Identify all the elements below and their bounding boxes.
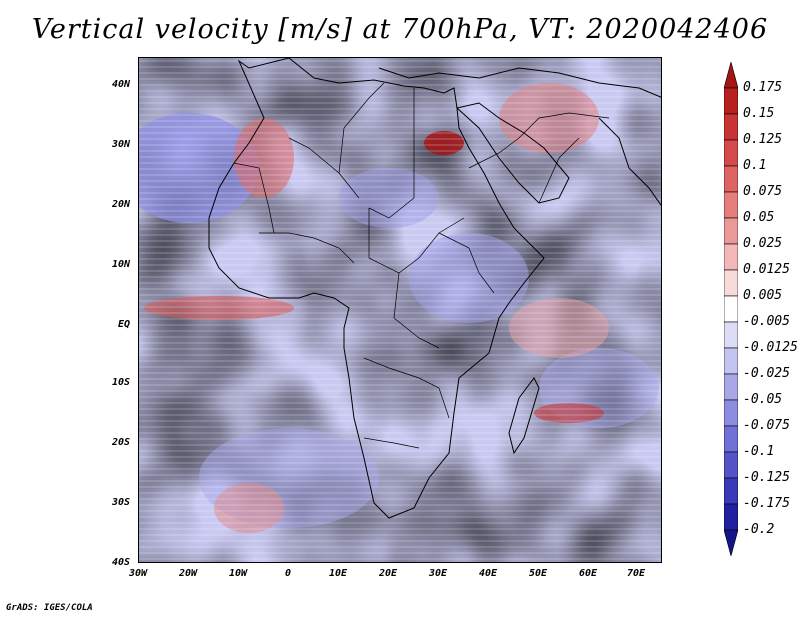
- colorbar-segment: [724, 373, 738, 401]
- colorbar-label: 0.025: [743, 236, 783, 251]
- lat-label-40n: 40N: [111, 79, 130, 90]
- lat-label-10s: 10S: [111, 377, 130, 388]
- map-plot-area: [138, 57, 662, 563]
- lon-label-40e: 40E: [478, 568, 498, 579]
- colorbar-segment: [724, 62, 738, 89]
- colorbar-segment: [724, 529, 738, 556]
- colorbar-segment: [724, 139, 738, 167]
- colorbar-label: -0.175: [743, 496, 790, 511]
- lat-label-20n: 20N: [111, 199, 130, 210]
- colorbar-segment: [724, 399, 738, 427]
- colorbar-segment: [724, 217, 738, 245]
- madagascar-coastline: [508, 377, 540, 455]
- colorbar-label: 0.075: [743, 184, 783, 199]
- colorbar-label: -0.2: [743, 522, 775, 537]
- lon-label-10e: 10E: [328, 568, 348, 579]
- colorbar-label: 0.125: [743, 132, 783, 147]
- colorbar-segment: [724, 321, 738, 349]
- lon-label-20e: 20E: [378, 568, 398, 579]
- credit-text: GrADS: IGES/COLA: [6, 603, 93, 613]
- colorbar-label: -0.075: [743, 418, 790, 433]
- mediterranean-north-coast: [378, 67, 661, 98]
- colorbar-label: -0.005: [743, 314, 790, 329]
- lon-label-60e: 60E: [578, 568, 598, 579]
- south-asia-coast: [598, 117, 661, 207]
- lon-label-30w: 30W: [128, 568, 148, 579]
- colorbar-label: -0.0125: [743, 340, 798, 355]
- colorbar-label: 0.005: [743, 288, 783, 303]
- lon-label-0: 0: [284, 568, 292, 579]
- chart-title: Vertical velocity [m/s] at 700hPa, VT: 2…: [31, 14, 769, 45]
- lat-label-eq: EQ: [117, 319, 130, 330]
- colorbar-segment: [724, 295, 738, 323]
- country-borders: [233, 82, 610, 449]
- colorbar-label: -0.1: [743, 444, 775, 459]
- colorbar-label: -0.025: [743, 366, 790, 381]
- colorbar-segment: [724, 425, 738, 453]
- colorbar-label: 0.175: [743, 80, 783, 95]
- colorbar-segment: [724, 269, 738, 297]
- colorbar-segment: [724, 87, 738, 115]
- africa-coastline: [208, 58, 545, 519]
- lat-label-20s: 20S: [111, 437, 130, 448]
- colorbar-segment: [724, 503, 738, 531]
- lon-label-50e: 50E: [528, 568, 548, 579]
- lon-label-30e: 30E: [428, 568, 448, 579]
- colorbar-label: 0.05: [743, 210, 775, 225]
- lat-label-30s: 30S: [111, 497, 130, 508]
- colorbar: [724, 62, 738, 556]
- lat-label-40s: 40S: [111, 557, 130, 568]
- colorbar-label: 0.0125: [743, 262, 790, 277]
- velocity-field: [139, 58, 661, 562]
- lon-label-10w: 10W: [228, 568, 248, 579]
- field-streaks: [139, 58, 661, 562]
- colorbar-segment: [724, 347, 738, 375]
- arabia-coastline: [455, 102, 570, 204]
- colorbar-label: -0.125: [743, 470, 790, 485]
- colorbar-segment: [724, 451, 738, 479]
- colorbar-segment: [724, 165, 738, 193]
- colorbar-label: 0.15: [743, 106, 775, 121]
- colorbar-segment: [724, 113, 738, 141]
- colorbar-segment: [724, 243, 738, 271]
- colorbar-label: -0.05: [743, 392, 783, 407]
- coastlines: [208, 58, 661, 519]
- lat-label-30n: 30N: [111, 139, 130, 150]
- lon-label-70e: 70E: [626, 568, 646, 579]
- colorbar-label: 0.1: [743, 158, 767, 173]
- lat-label-10n: 10N: [111, 259, 130, 270]
- colorbar-segment: [724, 477, 738, 505]
- lon-label-20w: 20W: [178, 568, 198, 579]
- colorbar-segment: [724, 191, 738, 219]
